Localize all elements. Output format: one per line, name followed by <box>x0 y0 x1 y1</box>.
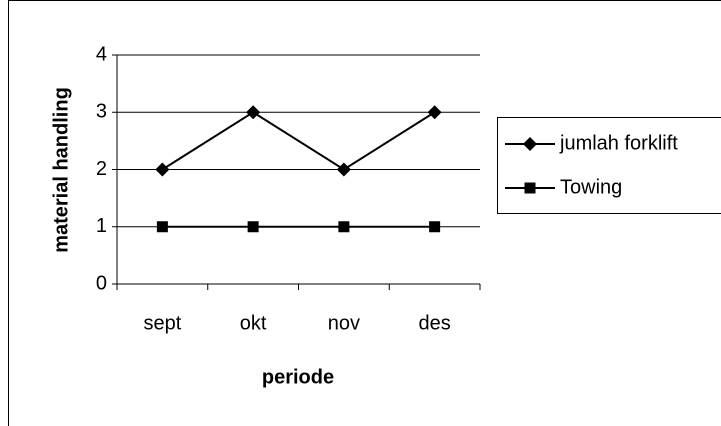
legend-label: jumlah forklift <box>559 132 678 154</box>
legend-label: Towing <box>560 176 622 198</box>
diamond-marker <box>427 105 442 120</box>
y-tick-label: 0 <box>96 272 107 294</box>
x-tick-label: nov <box>328 312 360 334</box>
square-marker <box>429 221 441 233</box>
x-tick-label: okt <box>240 312 267 334</box>
y-tick-label: 1 <box>96 215 107 237</box>
x-tick-label: sept <box>143 312 181 334</box>
diamond-marker <box>523 137 537 151</box>
diamond-marker <box>336 162 351 177</box>
series-line <box>161 111 436 171</box>
diamond-marker <box>155 162 170 177</box>
x-axis-label: periode <box>262 366 334 388</box>
y-tick-label: 4 <box>96 43 107 65</box>
x-tick-label: des <box>419 312 451 334</box>
diamond-marker <box>246 105 261 120</box>
square-marker <box>247 221 259 233</box>
square-marker <box>156 221 168 233</box>
square-marker <box>524 182 536 194</box>
y-tick-label: 3 <box>96 101 107 123</box>
y-axis-label: material handling <box>50 87 72 253</box>
square-marker <box>338 221 350 233</box>
legend-box <box>497 117 721 214</box>
y-tick-label: 2 <box>96 158 107 180</box>
